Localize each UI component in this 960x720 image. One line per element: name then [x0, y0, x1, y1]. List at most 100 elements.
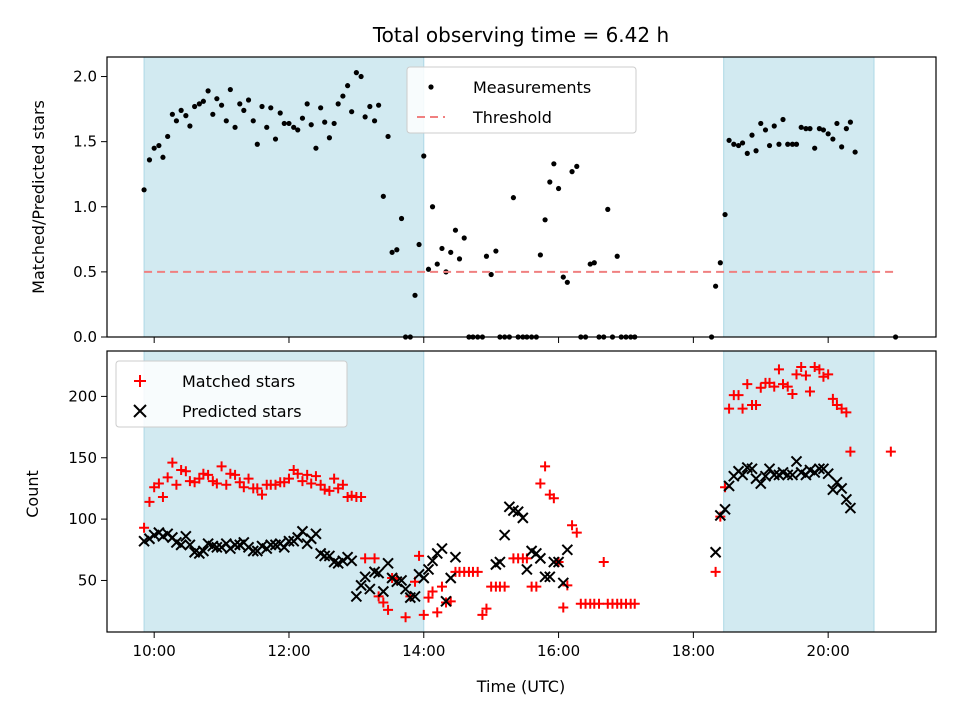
measurement-point	[272, 136, 279, 142]
measurement-point	[547, 179, 553, 185]
measurement-point	[830, 136, 836, 142]
predicted-star-point	[409, 590, 421, 603]
measurement-point	[227, 86, 233, 93]
predicted-star-point	[521, 563, 533, 576]
measurement-point	[448, 249, 454, 255]
predicted-star-point	[265, 539, 277, 551]
legend-label: Threshold	[472, 108, 552, 127]
measurement-point	[367, 103, 373, 110]
measurement-point	[456, 256, 463, 262]
legend-label: Matched stars	[182, 372, 295, 391]
x-tick-label: 12:00	[267, 642, 310, 660]
x-tick-label: 18:00	[672, 642, 715, 660]
measurement-point	[380, 193, 386, 199]
measurement-point	[429, 204, 436, 210]
predicted-star-point	[395, 574, 408, 587]
measurement-point	[569, 169, 575, 175]
matched-star-point	[167, 457, 178, 468]
chart-title: Total observing time = 6.42 h	[372, 23, 669, 47]
measurement-point	[277, 110, 283, 116]
predicted-star-point	[426, 555, 439, 567]
predicted-star-point	[418, 572, 430, 584]
matched-star-point	[594, 598, 605, 609]
matched-star-point	[184, 476, 195, 487]
measurement-point	[591, 260, 597, 266]
measurement-point	[713, 283, 719, 289]
measurement-point	[483, 253, 490, 259]
measurement-point	[744, 150, 750, 156]
measurement-point	[291, 124, 297, 130]
measurement-point	[434, 261, 440, 267]
legend-marker-dot	[428, 84, 434, 90]
matched-star-point	[346, 490, 357, 501]
predicted-star-point	[831, 476, 843, 489]
measurement-point	[218, 102, 225, 108]
measurement-point	[717, 260, 723, 266]
measurement-point	[259, 103, 265, 110]
matched-star-point	[243, 473, 254, 484]
measurement-point	[425, 266, 432, 272]
predicted-star-point	[790, 455, 803, 468]
y-axis-label-top: Matched/Predicted stars	[29, 100, 48, 294]
measurement-point	[299, 115, 306, 121]
predicted-star-point	[835, 482, 848, 495]
predicted-star-point	[534, 552, 547, 565]
axes-frame	[106, 56, 937, 338]
top-panel: 0.0 0.5 1.0 1.5 2.0 Measurements Threshold	[73, 56, 937, 346]
matched-star-point	[804, 386, 815, 397]
matched-star-point	[742, 379, 753, 390]
predicted-star-point	[197, 545, 210, 557]
measurement-point	[160, 154, 166, 160]
measurement-point	[264, 124, 270, 130]
measurement-point	[146, 157, 153, 163]
measurement-point	[560, 274, 566, 280]
measurement-point	[349, 109, 355, 115]
matched-star-point	[360, 553, 371, 564]
measurement-point	[156, 142, 162, 149]
measurement-point	[820, 127, 827, 133]
predicted-star-point	[840, 493, 853, 506]
predicted-star-point	[719, 503, 731, 516]
measurement-point	[335, 101, 341, 107]
matched-star-point	[171, 479, 182, 490]
predicted-star-point	[399, 583, 412, 595]
legend-marker-plus	[134, 375, 146, 387]
matched-star-point	[472, 566, 483, 577]
measurement-point	[362, 114, 368, 120]
matched-star-point	[414, 550, 425, 561]
predicted-star-point	[180, 530, 192, 542]
matched-star-point	[827, 393, 838, 404]
measurement-point	[241, 107, 247, 113]
predicted-star-point	[782, 469, 794, 481]
matched-star-point	[436, 581, 447, 592]
matched-star-point	[499, 581, 510, 592]
measurement-point	[322, 119, 328, 125]
matched-star-point	[751, 399, 762, 410]
legend-label: Measurements	[473, 78, 591, 97]
measurement-point	[798, 124, 804, 130]
matched-star-point	[230, 469, 241, 480]
matched-star-point	[139, 522, 150, 533]
measurement-point	[245, 97, 252, 103]
matched-star-point	[383, 604, 394, 615]
measurement-point	[183, 113, 189, 119]
measurement-point	[758, 120, 764, 127]
measurement-point	[852, 149, 858, 155]
measurement-point	[731, 141, 737, 147]
matched-star-point	[225, 468, 236, 479]
predicted-star-point	[552, 556, 565, 568]
matched-star-point	[845, 446, 856, 457]
measurement-point	[776, 141, 782, 147]
matched-star-point	[252, 483, 263, 494]
matched-star-point	[337, 479, 348, 490]
measurement-point	[141, 187, 147, 193]
predicted-star-point	[709, 546, 722, 558]
axes-frame	[106, 350, 937, 633]
measurement-point	[421, 153, 427, 159]
predicted-star-point	[714, 509, 727, 522]
measurement-point	[825, 131, 831, 137]
matched-star-point	[800, 370, 811, 381]
matched-star-point	[306, 478, 317, 489]
measurement-point	[493, 248, 499, 254]
